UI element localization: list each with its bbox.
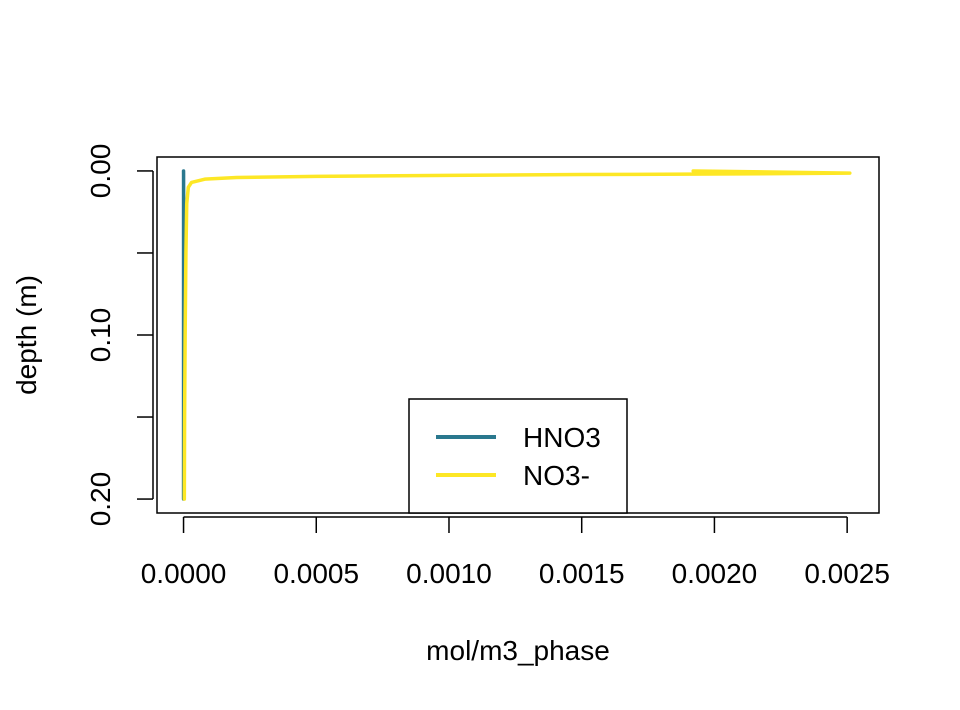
legend-box (408, 398, 628, 514)
x-tick-label: 0.0025 (804, 558, 890, 589)
x-tick-label: 0.0005 (273, 558, 359, 589)
y-axis-label: depth (m) (11, 275, 42, 395)
x-tick-label: 0.0000 (141, 558, 227, 589)
y-tick-label: 0.10 (85, 308, 116, 363)
series-line-no3 (182, 169, 852, 501)
x-axis: 0.0000 0.0005 0.0010 0.0015 0.0020 0.0025 (141, 516, 890, 589)
legend-label-no3: NO3- (523, 460, 590, 491)
x-tick-label: 0.0010 (406, 558, 492, 589)
series-layer (181, 169, 852, 501)
legend: HNO3 NO3- (408, 398, 628, 514)
legend-label-hno3: HNO3 (523, 422, 601, 453)
y-axis: 0.00 0.10 0.20 (85, 144, 154, 527)
y-tick-label: 0.00 (85, 144, 116, 199)
x-tick-label: 0.0015 (539, 558, 625, 589)
x-tick-label: 0.0020 (672, 558, 758, 589)
y-tick-label: 0.20 (85, 472, 116, 527)
x-axis-label: mol/m3_phase (426, 635, 610, 666)
